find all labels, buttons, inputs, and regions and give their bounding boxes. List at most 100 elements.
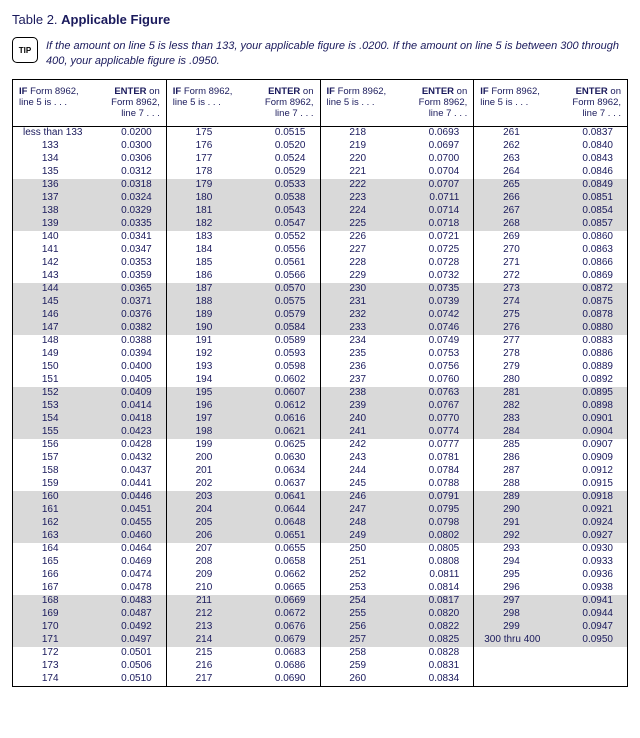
cell-if-value: 246 [321,491,395,504]
table-row: 2920.0927 [474,530,627,543]
table-row: 2930.0930 [474,543,627,556]
cell-if-value: 187 [167,283,241,296]
rows-container: 2610.08372620.08402630.08432640.08462650… [474,127,627,686]
cell-if-value: 227 [321,244,395,257]
title-bold: Applicable Figure [61,12,170,27]
cell-enter-value: 0.0822 [395,621,473,634]
cell-if-value: 134 [13,153,87,166]
cell-enter-value: 0.0324 [87,192,165,205]
table-row: 2070.0655 [167,543,320,556]
cell-if-value: 164 [13,543,87,556]
cell-enter-value: 0.0566 [241,270,319,283]
table-row: 1640.0464 [13,543,166,556]
table-row: 300 thru 4000.0950 [474,634,627,647]
cell-if-value: 260 [321,673,395,686]
cell-if-value: 191 [167,335,241,348]
cell-enter-value: 0.0756 [395,361,473,374]
table-row: 2490.0802 [321,530,474,543]
cell-enter-value: 0.0817 [395,595,473,608]
table-row: 2430.0781 [321,452,474,465]
table-row: 1820.0547 [167,218,320,231]
cell-if-value: 199 [167,439,241,452]
cell-enter-value: 0.0735 [395,283,473,296]
cell-enter-value: 0.0686 [241,660,319,673]
table-row: 2610.0837 [474,127,627,140]
cell-enter-value: 0.0589 [241,335,319,348]
cell-enter-value: 0.0451 [87,504,165,517]
table-row: 2420.0777 [321,439,474,452]
cell-if-value: 175 [167,127,241,140]
cell-enter-value: 0.0446 [87,491,165,504]
cell-enter-value: 0.0382 [87,322,165,335]
cell-if-value: 136 [13,179,87,192]
cell-if-value: 242 [321,439,395,452]
cell-enter-value: 0.0365 [87,283,165,296]
cell-enter-value: 0.0846 [549,166,627,179]
cell-if-value: 192 [167,348,241,361]
cell-enter-value: 0.0777 [395,439,473,452]
table-row: 1620.0455 [13,517,166,530]
cell-enter-value: 0.0918 [549,491,627,504]
table-row: 2340.0749 [321,335,474,348]
table-row: 2460.0791 [321,491,474,504]
cell-enter-value: 0.0474 [87,569,165,582]
cell-enter-value: 0.0834 [395,673,473,686]
cell-enter-value: 0.0947 [549,621,627,634]
cell-enter-value: 0.0739 [395,296,473,309]
cell-enter-value: 0.0837 [549,127,627,140]
cell-if-value: 236 [321,361,395,374]
cell-if-value: 285 [474,439,548,452]
cell-enter-value: 0.0883 [549,335,627,348]
cell-if-value: 257 [321,634,395,647]
cell-enter-value: 0.0825 [395,634,473,647]
cell-enter-value: 0.0533 [241,179,319,192]
cell-if-value: 166 [13,569,87,582]
table-row: 2600.0834 [321,673,474,686]
cell-if-value: less than 133 [13,127,93,140]
cell-enter-value: 0.0904 [549,426,627,439]
table-row: 2910.0924 [474,517,627,530]
cell-enter-value: 0.0866 [549,257,627,270]
cell-if-value: 218 [321,127,395,140]
table-row: 1660.0474 [13,569,166,582]
table-row: 2150.0683 [167,647,320,660]
table-row: 1980.0621 [167,426,320,439]
cell-enter-value: 0.0895 [549,387,627,400]
cell-enter-value: 0.0529 [241,166,319,179]
cell-enter-value: 0.0662 [241,569,319,582]
table-column: IF Form 8962,line 5 is . . .ENTER onForm… [474,80,627,686]
cell-enter-value: 0.0318 [87,179,165,192]
cell-enter-value: 0.0501 [87,647,165,660]
table-row: 1790.0533 [167,179,320,192]
cell-enter-value: 0.0478 [87,582,165,595]
cell-enter-value: 0.0921 [549,504,627,517]
cell-if-value: 300 thru 400 [474,634,550,647]
cell-enter-value: 0.0880 [549,322,627,335]
cell-enter-value: 0.0721 [395,231,473,244]
header-enter: ENTER onForm 8962,line 7 . . . [551,80,627,126]
header-if: IF Form 8962,line 5 is . . . [13,80,89,126]
cell-enter-value: 0.0760 [395,374,473,387]
table-row: 2060.0651 [167,530,320,543]
table-row: 2130.0676 [167,621,320,634]
table-row: 2810.0895 [474,387,627,400]
cell-if-value: 229 [321,270,395,283]
cell-enter-value: 0.0938 [549,582,627,595]
cell-enter-value: 0.0561 [241,257,319,270]
table-row: 1690.0487 [13,608,166,621]
cell-if-value: 186 [167,270,241,283]
cell-enter-value: 0.0711 [395,192,473,205]
table-row: 2000.0630 [167,452,320,465]
table-row: 1650.0469 [13,556,166,569]
cell-if-value: 238 [321,387,395,400]
table-row: 2820.0898 [474,400,627,413]
table-row: 1340.0306 [13,153,166,166]
table-row: 2520.0811 [321,569,474,582]
cell-if-value: 206 [167,530,241,543]
cell-enter-value: 0.0944 [549,608,627,621]
cell-if-value: 232 [321,309,395,322]
table-row: 2210.0704 [321,166,474,179]
cell-if-value: 295 [474,569,548,582]
cell-enter-value: 0.0878 [549,309,627,322]
cell-if-value: 247 [321,504,395,517]
